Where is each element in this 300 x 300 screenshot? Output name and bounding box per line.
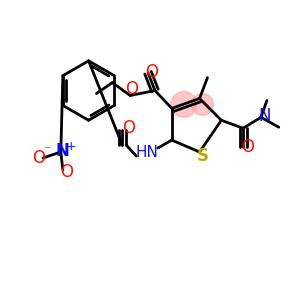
Text: N: N bbox=[56, 142, 70, 160]
Text: N: N bbox=[259, 107, 271, 125]
Text: ⁻: ⁻ bbox=[43, 144, 51, 158]
Circle shape bbox=[192, 94, 213, 115]
Circle shape bbox=[171, 92, 196, 117]
Text: O: O bbox=[242, 138, 255, 156]
Text: HN: HN bbox=[136, 146, 158, 160]
Text: +: + bbox=[65, 140, 76, 152]
Text: O: O bbox=[32, 149, 46, 167]
Text: O: O bbox=[122, 119, 135, 137]
Text: O: O bbox=[125, 80, 138, 98]
Text: O: O bbox=[146, 63, 158, 81]
Text: S: S bbox=[196, 147, 208, 165]
Text: O: O bbox=[60, 163, 73, 181]
